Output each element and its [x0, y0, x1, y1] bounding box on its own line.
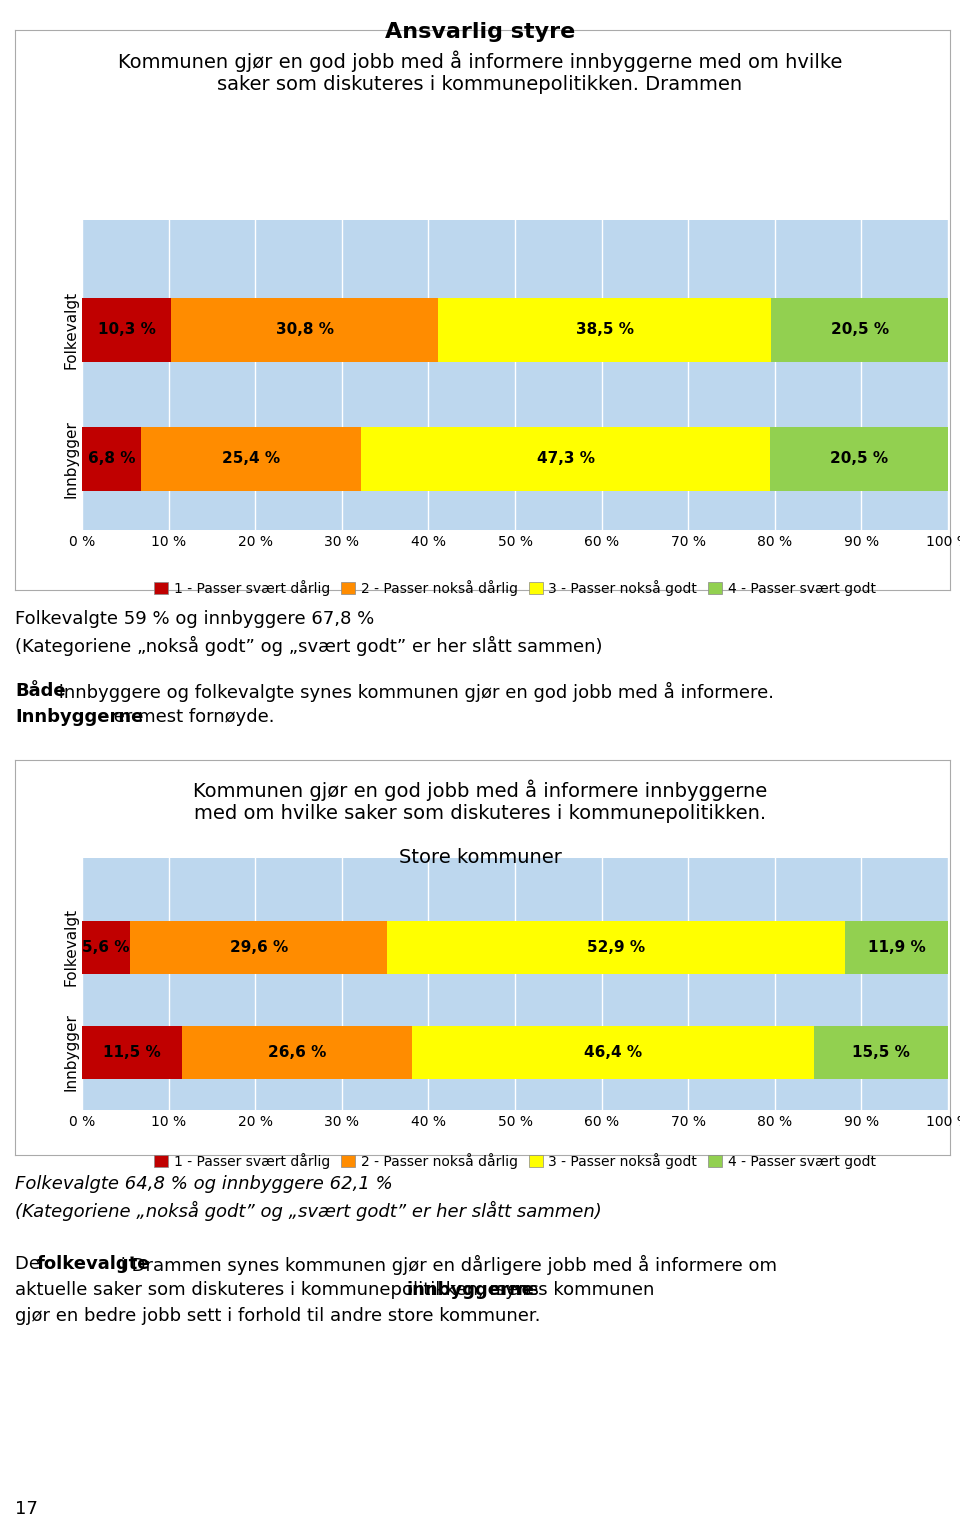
Text: i Drammen synes kommunen gjør en dårligere jobb med å informere om: i Drammen synes kommunen gjør en dårlige… [115, 1255, 777, 1275]
Text: innbyggerne: innbyggerne [407, 1281, 535, 1299]
Bar [171, 298, 438, 362]
Text: folkevalgte: folkevalgte [37, 1255, 151, 1273]
Bar [387, 922, 845, 973]
Text: innbyggere og folkevalgte synes kommunen gjør en god jobb med å informere.: innbyggere og folkevalgte synes kommunen… [53, 681, 774, 703]
Text: 52,9 %: 52,9 % [587, 940, 645, 955]
Text: Kommunen gjør en god jobb med å informere innbyggerne
med om hvilke saker som di: Kommunen gjør en god jobb med å informer… [193, 780, 767, 823]
Text: Folkevalgte 59 % og innbyggere 67,8 %: Folkevalgte 59 % og innbyggere 67,8 % [15, 610, 374, 628]
Text: gjør en bedre jobb sett i forhold til andre store kommuner.: gjør en bedre jobb sett i forhold til an… [15, 1307, 540, 1325]
Text: synes kommunen: synes kommunen [490, 1281, 655, 1299]
Text: 29,6 %: 29,6 % [229, 940, 288, 955]
Text: 10,3 %: 10,3 % [98, 322, 156, 338]
Text: 30,8 %: 30,8 % [276, 322, 333, 338]
Text: 26,6 %: 26,6 % [268, 1045, 326, 1060]
Bar [771, 298, 948, 362]
Legend: 1 - Passer svært dårlig, 2 - Passer nokså dårlig, 3 - Passer nokså godt, 4 - Pas: 1 - Passer svært dårlig, 2 - Passer noks… [149, 1147, 881, 1174]
Text: aktuelle saker som diskuteres i kommunepolitikken, mens: aktuelle saker som diskuteres i kommunep… [15, 1281, 544, 1299]
Bar [141, 427, 361, 491]
Legend: 1 - Passer svært dårlig, 2 - Passer nokså dårlig, 3 - Passer nokså godt, 4 - Pas: 1 - Passer svært dårlig, 2 - Passer noks… [149, 573, 881, 601]
Bar [845, 922, 948, 973]
Text: (Kategoriene „nokså godt” og „svært godt” er her slått sammen): (Kategoriene „nokså godt” og „svært godt… [15, 636, 603, 656]
Text: Kommunen gjør en god jobb med å informere innbyggerne med om hvilke
saker som di: Kommunen gjør en god jobb med å informer… [118, 50, 842, 93]
Text: 38,5 %: 38,5 % [576, 322, 634, 338]
Bar [82, 1027, 181, 1078]
Text: Ansvarlig styre: Ansvarlig styre [385, 21, 575, 43]
Text: 25,4 %: 25,4 % [222, 452, 280, 467]
Text: Innbyggerne: Innbyggerne [15, 707, 143, 726]
Bar [131, 922, 387, 973]
Text: 5,6 %: 5,6 % [83, 940, 130, 955]
Bar [82, 922, 131, 973]
Bar [82, 298, 171, 362]
Text: Folkevalgte 64,8 % og innbyggere 62,1 %: Folkevalgte 64,8 % og innbyggere 62,1 % [15, 1176, 393, 1192]
Text: De: De [15, 1255, 46, 1273]
Bar [814, 1027, 948, 1078]
Text: 20,5 %: 20,5 % [830, 452, 888, 467]
Bar [82, 427, 141, 491]
Bar [438, 298, 771, 362]
Bar [412, 1027, 814, 1078]
Text: 11,5 %: 11,5 % [103, 1045, 160, 1060]
Text: Både: Både [15, 681, 65, 700]
Text: er mest fornøyde.: er mest fornøyde. [108, 707, 275, 726]
Text: 11,9 %: 11,9 % [868, 940, 925, 955]
Text: 47,3 %: 47,3 % [537, 452, 594, 467]
Text: 20,5 %: 20,5 % [831, 322, 889, 338]
Text: 6,8 %: 6,8 % [87, 452, 135, 467]
Bar [361, 427, 771, 491]
Bar [771, 427, 948, 491]
Text: (Kategoriene „nokså godt” og „svært godt” er her slått sammen): (Kategoriene „nokså godt” og „svært godt… [15, 1202, 602, 1221]
Text: Store kommuner: Store kommuner [398, 849, 562, 867]
Text: 46,4 %: 46,4 % [584, 1045, 642, 1060]
Text: 17: 17 [15, 1500, 37, 1518]
Bar [181, 1027, 412, 1078]
Text: 15,5 %: 15,5 % [852, 1045, 910, 1060]
